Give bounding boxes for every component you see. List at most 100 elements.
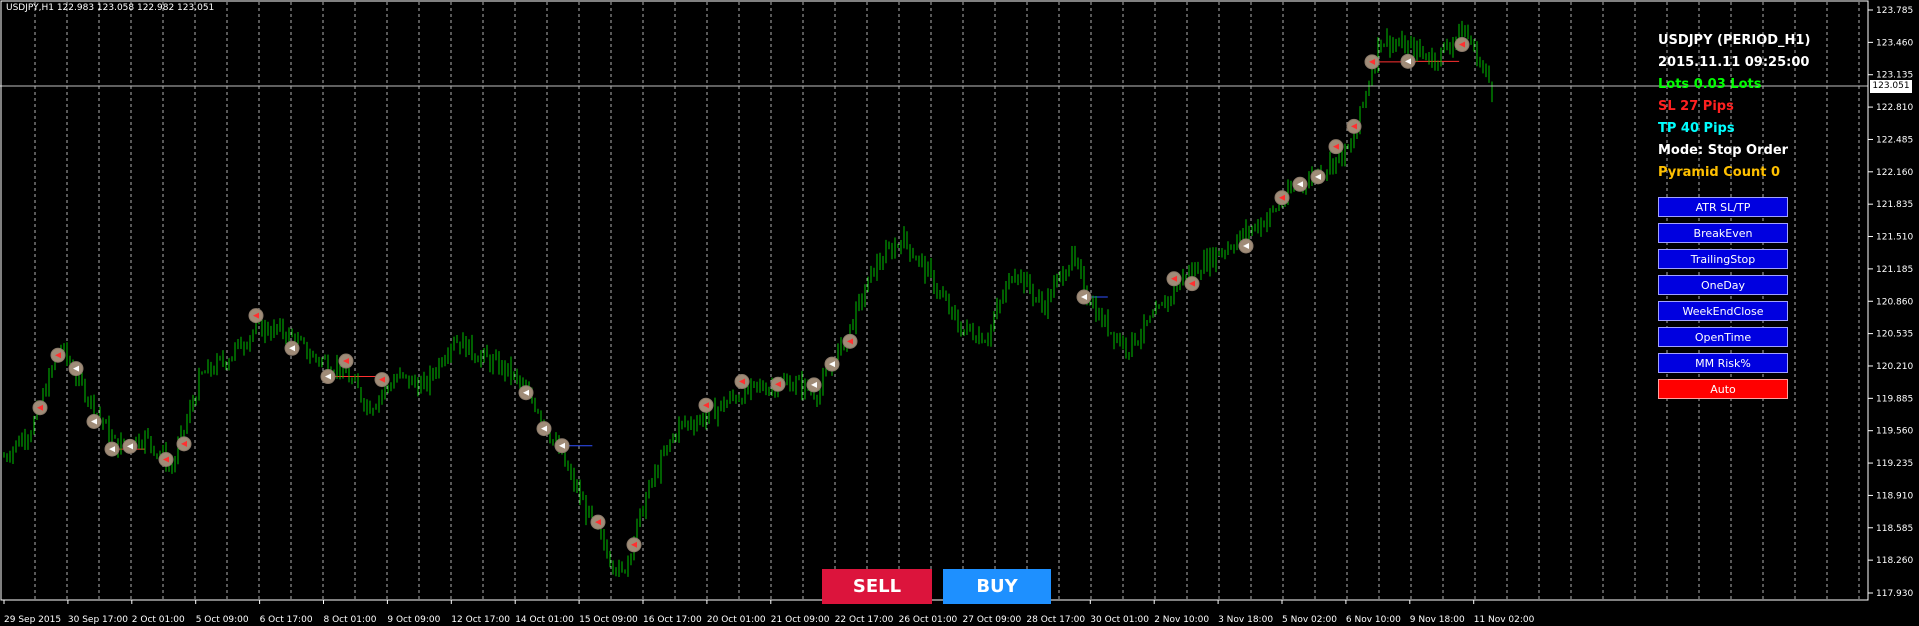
time-tick-label: 16 Oct 17:00: [643, 615, 702, 625]
price-tick-label: 119.235: [1876, 459, 1913, 469]
order-arrow: [1459, 41, 1465, 48]
order-arrow: [559, 442, 565, 449]
order-arrow: [703, 402, 709, 409]
time-tick-label: 5 Nov 02:00: [1282, 615, 1337, 625]
time-tick-label: 26 Oct 01:00: [899, 615, 958, 625]
sell-button[interactable]: SELL: [822, 569, 932, 604]
order-markers: [32, 37, 1470, 553]
info-lots: Lots 0.03 Lots: [1658, 77, 1762, 92]
price-tick-label: 118.585: [1876, 524, 1913, 534]
price-tick-label: 123.135: [1876, 71, 1913, 81]
order-arrow: [1351, 123, 1357, 130]
buy-button[interactable]: BUY: [943, 569, 1051, 604]
order-arrow: [1405, 58, 1411, 65]
price-tick-label: 122.810: [1876, 103, 1913, 113]
order-arrow: [91, 418, 97, 425]
trade-markers: [112, 60, 1460, 450]
vertical-grid: [34, 2, 1860, 600]
order-arrow: [127, 443, 133, 450]
order-arrow: [325, 373, 331, 380]
order-arrow: [1297, 181, 1303, 188]
order-arrow: [253, 312, 259, 319]
order-arrow: [289, 345, 295, 352]
mm-risk-button[interactable]: MM Risk%: [1658, 353, 1788, 373]
time-axis: 29 Sep 2015 30 Sep 17:00 2 Oct 01:00 5 Oct …: [3, 600, 1535, 625]
price-tick-label: 121.835: [1876, 200, 1913, 210]
price-tick-label: 121.510: [1876, 233, 1913, 243]
order-arrow: [1189, 280, 1195, 287]
time-tick-label: 3 Nov 18:00: [1218, 615, 1273, 625]
time-tick-label: 2 Nov 10:00: [1154, 615, 1209, 625]
trailing-stop-button[interactable]: TrailingStop: [1658, 249, 1788, 269]
time-tick-label: 15 Oct 09:00: [579, 615, 638, 625]
order-arrow: [523, 389, 529, 396]
time-tick-label: 21 Oct 09:00: [771, 615, 830, 625]
price-tick-label: 123.460: [1876, 38, 1913, 48]
order-arrow: [829, 361, 835, 368]
order-arrow: [109, 446, 115, 453]
order-arrow: [1369, 58, 1375, 65]
breakeven-button[interactable]: BreakEven: [1658, 223, 1788, 243]
price-tick-label: 120.210: [1876, 362, 1913, 372]
order-arrow: [343, 358, 349, 365]
order-arrow: [631, 541, 637, 548]
time-tick-label: 22 Oct 17:00: [835, 615, 894, 625]
time-tick-label: 11 Nov 02:00: [1474, 615, 1535, 625]
weekend-close-button[interactable]: WeekEndClose: [1658, 301, 1788, 321]
order-arrow: [181, 440, 187, 447]
auto-button[interactable]: Auto: [1658, 379, 1788, 399]
price-tick-label: 117.930: [1876, 589, 1913, 599]
price-tick-label: 121.185: [1876, 265, 1913, 275]
price-tick-label: 120.535: [1876, 330, 1913, 340]
time-tick-label: 30 Oct 01:00: [1090, 615, 1149, 625]
order-arrow: [847, 338, 853, 345]
time-tick-label: 9 Nov 18:00: [1410, 615, 1465, 625]
time-tick-label: 8 Oct 01:00: [324, 615, 377, 625]
info-pyramid: Pyramid Count 0: [1658, 165, 1781, 180]
order-arrow: [55, 352, 61, 359]
oneday-button[interactable]: OneDay: [1658, 275, 1788, 295]
price-tick-label: 118.260: [1876, 556, 1913, 566]
order-arrow: [37, 404, 43, 411]
order-arrow: [379, 376, 385, 383]
order-arrow: [1315, 173, 1321, 180]
order-arrow: [775, 381, 781, 388]
price-tick-label: 120.860: [1876, 297, 1913, 307]
chart-frame: [0, 0, 1869, 601]
order-arrow: [1171, 275, 1177, 282]
order-arrow: [1081, 294, 1087, 301]
order-arrow: [1333, 143, 1339, 150]
time-tick-label: 6 Oct 17:00: [260, 615, 313, 625]
info-tp: TP 40 Pips: [1658, 121, 1735, 136]
price-tick-label: 122.160: [1876, 168, 1913, 178]
order-arrow: [739, 378, 745, 385]
price-tick-label: 122.485: [1876, 135, 1913, 145]
order-arrow: [595, 519, 601, 526]
time-tick-label: 2 Oct 01:00: [132, 615, 185, 625]
time-tick-label: 12 Oct 17:00: [451, 615, 510, 625]
price-axis: 123.785 123.460 123.135 122.810 122.485 122.1…: [1868, 6, 1913, 599]
order-arrow: [1243, 242, 1249, 249]
time-tick-label: 30 Sep 17:00: [68, 615, 128, 625]
time-tick-label: 27 Oct 09:00: [963, 615, 1022, 625]
time-tick-label: 20 Oct 01:00: [707, 615, 766, 625]
symbol-header: USDJPY,H1 122.983 123.058 122.982 123.05…: [6, 3, 215, 13]
opentime-button[interactable]: OpenTime: [1658, 327, 1788, 347]
time-tick-label: 14 Oct 01:00: [515, 615, 574, 625]
time-tick-label: 28 Oct 17:00: [1026, 615, 1085, 625]
price-tick-label: 123.785: [1876, 6, 1913, 16]
info-title: USDJPY (PERIOD_H1): [1658, 33, 1811, 48]
info-sl: SL 27 Pips: [1658, 99, 1734, 114]
order-arrow: [811, 381, 817, 388]
order-arrow: [1279, 194, 1285, 201]
order-arrow: [163, 456, 169, 463]
price-tick-label: 118.910: [1876, 491, 1913, 501]
time-tick-label: 9 Oct 09:00: [387, 615, 440, 625]
order-arrow: [73, 365, 79, 372]
current-price-tag: 123.051: [1870, 80, 1912, 93]
info-datetime: 2015.11.11 09:25:00: [1658, 55, 1810, 70]
atr-sltp-button[interactable]: ATR SL/TP: [1658, 197, 1788, 217]
price-tick-label: 119.560: [1876, 427, 1913, 437]
price-tick-label: 119.885: [1876, 394, 1913, 404]
